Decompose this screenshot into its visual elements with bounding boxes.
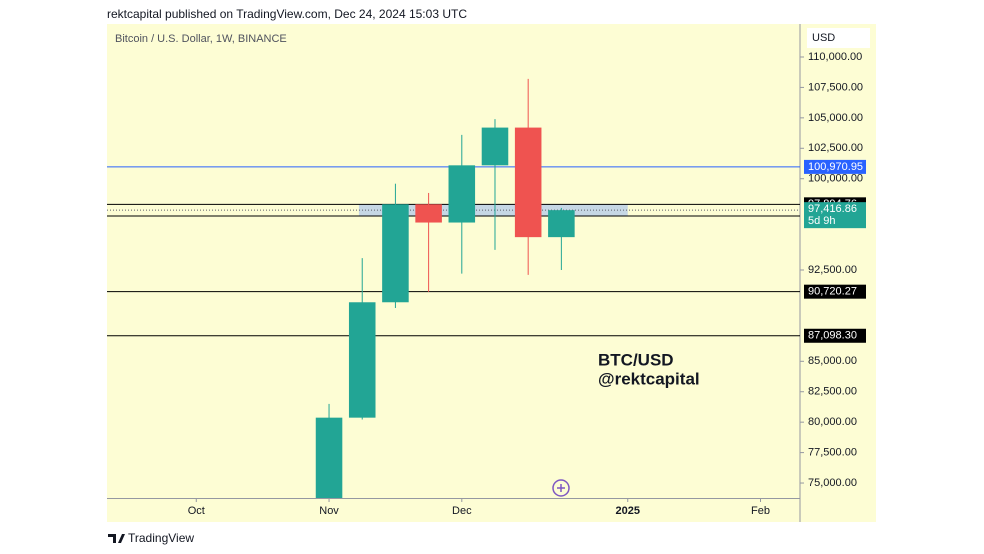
currency-label: USD [812, 32, 835, 44]
y-tick-label: 110,000.00 [808, 51, 862, 63]
publish-header: rektcapital published on TradingView.com… [107, 7, 467, 21]
y-tick-label: 107,500.00 [808, 81, 863, 93]
y-tick-label: 75,000.00 [808, 477, 857, 489]
level-label-box [804, 284, 866, 299]
chart-background [107, 24, 876, 522]
candle-body [415, 204, 442, 223]
y-tick-label: 77,500.00 [808, 447, 857, 459]
y-tick-label: 82,500.00 [808, 386, 857, 398]
candle-body [448, 165, 476, 223]
y-tick-label: 85,000.00 [808, 355, 857, 367]
candle-body [548, 210, 575, 238]
support-zone [358, 204, 628, 217]
x-tick-label: Feb [751, 505, 770, 517]
currency-box [807, 28, 870, 48]
x-tick-label: Dec [452, 505, 472, 517]
level-label-box [804, 159, 866, 174]
candle-body [481, 127, 509, 166]
candle-body [514, 127, 542, 238]
replay-icon [552, 479, 570, 497]
y-tick-label: 80,000.00 [808, 416, 857, 428]
y-tick-label: 105,000.00 [808, 112, 863, 124]
candle-body [348, 302, 376, 418]
y-tick-label: 102,500.00 [808, 142, 863, 154]
annotation: @rektcapital [598, 369, 700, 388]
x-tick-label: Nov [319, 505, 339, 517]
chart-title: Bitcoin / U.S. Dollar, 1W, BINANCE [115, 33, 287, 45]
level-label-box [804, 328, 866, 343]
level-label: 100,970.95 [808, 161, 863, 173]
tradingview-logo: TradingView [108, 531, 194, 545]
candle-body [382, 204, 409, 303]
y-tick-label: 100,000.00 [808, 173, 863, 185]
y-tick-label: 92,500.00 [808, 264, 857, 276]
current-price-label: 97,416.86 [808, 203, 857, 215]
current-price-box [804, 202, 866, 229]
plot-area [107, 78, 800, 498]
annotation: BTC/USD [598, 350, 674, 369]
x-tick-label: 2025 [616, 505, 640, 517]
level-label: 90,720.27 [808, 286, 857, 298]
candle-body [315, 417, 343, 498]
x-tick-label: Oct [188, 505, 205, 517]
footer-brand: TradingView [128, 531, 194, 545]
countdown-label: 5d 9h [808, 215, 836, 227]
level-label: 87,098.30 [808, 330, 857, 342]
